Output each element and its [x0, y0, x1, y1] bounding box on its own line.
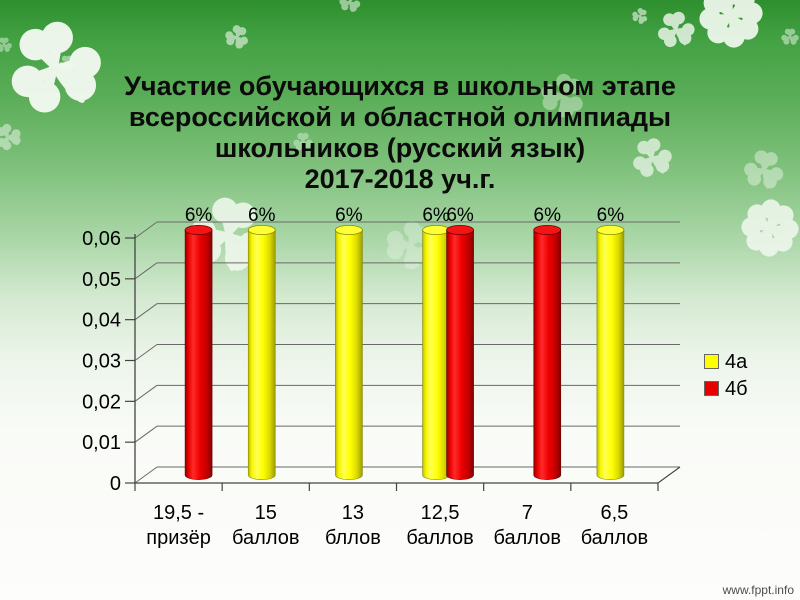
bar-cylinder-4б [533, 229, 562, 480]
legend-row: 4а [704, 348, 748, 375]
bar-cylinder-top [335, 224, 363, 235]
title-line: школьников (русский язык) [214, 133, 586, 163]
bar-cylinder-4б [184, 229, 213, 480]
x-axis-category-label: баллов [494, 527, 561, 549]
x-axis-category-label: 15 [255, 502, 277, 524]
gridline-depth-connector [134, 466, 158, 484]
bar-data-label: 6% [248, 205, 276, 226]
x-axis-category-label: 6,5 [601, 502, 629, 524]
bar-data-label: 6% [185, 205, 213, 226]
gridline-depth-connector [134, 221, 158, 239]
bar-data-label: 6% [422, 205, 450, 226]
bar-cylinder-top [184, 224, 213, 235]
bar-cylinder-4а [247, 229, 276, 480]
floor-right-edge [657, 466, 681, 484]
x-axis-category-label: 12,5 [421, 502, 460, 524]
gridline-depth-connector [134, 384, 158, 402]
bar-cylinder-top [446, 224, 474, 235]
gridline-depth-connector [134, 425, 158, 443]
y-axis-tick-label: 0,04 [82, 310, 121, 332]
legend-swatch-4b [704, 381, 719, 396]
legend-label-4b: 4б [725, 377, 748, 400]
slide-title: Участие обучающихся в школьном этапе все… [0, 71, 800, 195]
y-axis-tick-label: 0,02 [82, 391, 121, 413]
x-axis-category-label: 13 [342, 502, 364, 524]
bar-data-label: 6% [335, 205, 363, 226]
y-axis-tick-label: 0,06 [82, 228, 121, 250]
legend-swatch-4a [704, 354, 719, 369]
legend-label-4a: 4а [725, 350, 748, 373]
title-line: Участие обучающихся в школьном этапе [124, 71, 676, 101]
bar-cylinder-4а [335, 229, 363, 480]
watermark-link: www.fppt.info [722, 583, 794, 597]
x-axis-category-label: 7 [522, 502, 533, 524]
bar-cylinder-4а [422, 229, 450, 480]
bar-data-label: 6% [534, 205, 562, 226]
y-axis-tick-label: 0,05 [82, 269, 121, 291]
bar-cylinder-top [247, 224, 276, 235]
legend-row: 4б [704, 375, 748, 402]
bar-cylinder-4б [446, 229, 474, 480]
bar-cylinder-top [596, 224, 625, 235]
bar-data-label: 6% [597, 205, 625, 226]
title-line: 2017-2018 уч.г. [304, 164, 496, 194]
y-axis-tick-label: 0,01 [82, 432, 121, 454]
gridline-depth-connector [134, 262, 158, 280]
x-axis-category-label: баллов [232, 527, 299, 549]
title-line: всероссийской и областной олимпиады [128, 102, 672, 132]
x-axis-category-label: бллов [325, 527, 381, 549]
bar-data-label: 6% [446, 205, 474, 226]
y-axis-tick-label: 0,03 [82, 351, 121, 373]
gridline-depth-connector [134, 344, 158, 361]
y-axis-tick-label: 0 [110, 473, 121, 495]
x-axis-category-label: баллов [581, 527, 648, 549]
x-axis-category-label: баллов [406, 527, 473, 549]
x-axis-category-label: призёр [146, 527, 211, 549]
gridline-depth-connector [134, 303, 158, 321]
bar-cylinder-4а [596, 229, 625, 480]
bar-cylinder-top [533, 224, 562, 235]
chart-legend: 4а 4б [704, 348, 748, 402]
x-axis-category-label: 19,5 - [153, 502, 204, 524]
bar-cylinder-top [422, 224, 450, 235]
